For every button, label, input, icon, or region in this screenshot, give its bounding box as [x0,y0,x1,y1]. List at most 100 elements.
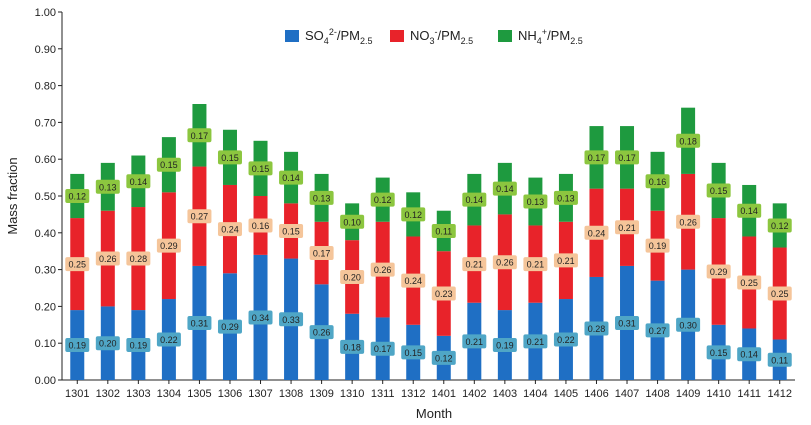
data-label-nh4: 0.11 [435,226,452,236]
data-label-box-no3 [706,264,731,279]
data-label-box-nh4 [309,190,334,205]
data-label-nh4: 0.17 [588,153,606,163]
y-tick-label: 0.00 [35,375,56,387]
data-label-no3: 0.24 [588,228,606,238]
data-label-box-no3 [126,251,151,266]
data-label-box-nh4 [492,181,517,196]
data-label-nh4: 0.14 [496,184,514,194]
data-label-box-so4 [737,347,762,362]
data-label-so4: 0.15 [404,348,422,358]
data-label-no3: 0.16 [252,221,270,231]
x-tick-label: 1406 [584,388,608,400]
data-label-box-nh4 [156,157,181,172]
data-label-so4: 0.30 [679,320,697,330]
data-label-no3: 0.15 [282,226,300,236]
data-label-box-so4 [431,350,456,365]
data-label-no3: 0.29 [160,241,178,251]
data-label-box-so4 [767,352,792,367]
data-label-box-no3 [553,253,578,268]
data-label-box-so4 [65,338,90,353]
data-label-box-no3 [676,214,701,229]
x-tick-label: 1407 [615,388,639,400]
data-label-box-so4 [523,334,548,349]
data-label-box-nh4 [584,150,609,165]
data-label-box-nh4 [553,190,578,205]
x-tick-label: 1305 [187,388,211,400]
data-label-box-so4 [676,317,701,332]
data-label-so4: 0.29 [221,322,239,332]
data-label-box-nh4 [65,189,90,203]
x-tick-label: 1303 [126,388,150,400]
x-tick-label: 1308 [279,388,303,400]
data-label-so4: 0.27 [649,326,667,336]
data-label-group: 0.19 0.25 0.12 0.20 0.26 0.13 0.19 0.28 0.14 0.22… [65,128,792,367]
y-tick-label: 0.80 [35,81,56,93]
data-label-nh4: 0.14 [282,173,300,183]
data-label-so4: 0.12 [435,353,453,363]
data-label-box-no3 [65,257,90,272]
legend-swatch-so4 [285,30,299,42]
data-label-box-no3 [645,238,670,253]
data-label-box-so4 [370,341,395,356]
data-label-so4: 0.34 [252,313,270,323]
data-label-box-nh4 [187,128,212,143]
y-tick-label: 0.10 [35,338,56,350]
data-label-box-no3 [615,220,640,235]
x-tick-label: 1306 [218,388,242,400]
x-tick-label: 1411 [737,388,761,400]
x-tick-label: 1408 [645,388,669,400]
x-tick-label: 1311 [371,388,395,400]
data-label-so4: 0.26 [313,328,331,338]
x-tick-label: 1401 [432,388,456,400]
data-label-box-so4 [706,345,731,360]
data-label-box-so4 [553,332,578,347]
data-label-nh4: 0.12 [771,221,789,231]
data-label-box-no3 [462,257,487,272]
data-label-so4: 0.11 [771,355,788,365]
data-label-box-no3 [309,246,334,261]
data-label-box-so4 [248,310,273,325]
data-label-box-nh4 [217,150,242,165]
x-tick-label: 1302 [96,388,120,400]
data-label-no3: 0.20 [343,272,361,282]
data-label-box-nh4 [706,183,731,198]
x-axis-title: Month [416,406,452,421]
data-label-box-nh4 [431,223,456,238]
data-label-so4: 0.19 [69,341,87,351]
y-tick-label: 0.70 [35,117,56,129]
x-tick-label: 1307 [248,388,272,400]
y-tick-label: 0.60 [35,154,56,166]
data-label-so4: 0.33 [282,315,300,325]
data-label-box-no3 [737,275,762,290]
data-label-nh4: 0.14 [130,177,148,187]
y-tick-label: 0.30 [35,265,56,277]
data-label-no3: 0.17 [313,249,331,259]
data-label-box-nh4 [737,203,762,218]
data-label-box-so4 [340,339,365,354]
data-label-box-so4 [462,334,487,349]
data-label-box-nh4 [676,133,701,148]
data-label-nh4: 0.12 [404,210,422,220]
data-label-nh4: 0.15 [710,186,728,196]
x-tick-label: 1304 [157,388,181,400]
data-label-nh4: 0.12 [69,192,87,202]
data-label-so4: 0.18 [343,342,361,352]
x-tick-label: 1402 [462,388,486,400]
data-label-nh4: 0.13 [313,193,331,203]
axes: 0.00 0.10 0.20 0.30 0.40 0.50 0.60 0.70 0.80 0.90… [35,7,795,400]
data-label-nh4: 0.18 [679,136,697,146]
data-label-box-so4 [156,332,181,347]
data-label-box-so4 [492,338,517,353]
data-label-box-no3 [584,225,609,240]
data-label-so4: 0.28 [588,324,606,334]
data-label-nh4: 0.13 [557,193,575,203]
data-label-box-so4 [126,338,151,353]
data-label-box-nh4 [95,179,120,194]
x-tick-label: 1310 [340,388,364,400]
y-axis-title: Mass fraction [5,157,20,234]
data-label-nh4: 0.15 [252,164,270,174]
data-label-no3: 0.21 [557,256,575,266]
data-label-box-so4 [615,315,640,330]
data-label-no3: 0.27 [191,212,209,222]
